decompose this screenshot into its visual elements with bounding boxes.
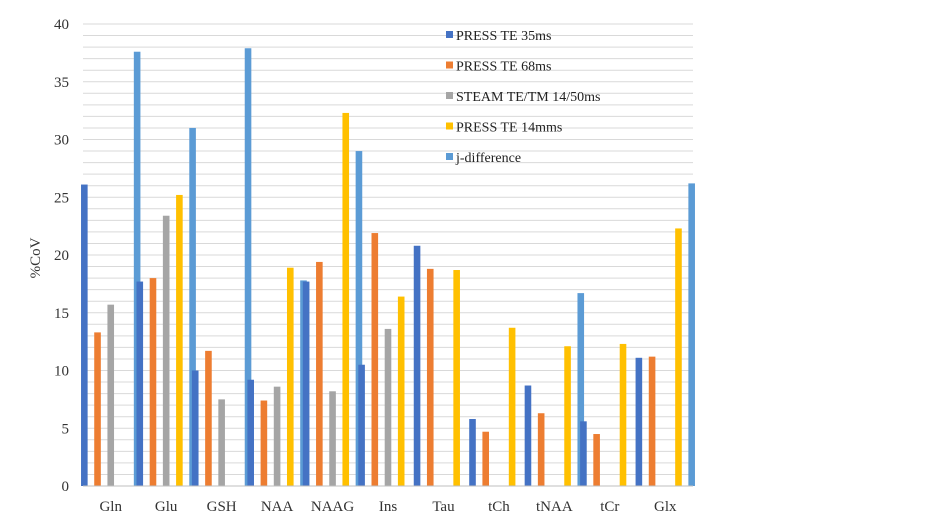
legend: PRESS TE 35ms PRESS TE 68ms STEAM TE/TM 14…: [446, 29, 600, 166]
bar-ins-series-3: [384, 328, 392, 486]
x-tick-label: Ins: [379, 499, 397, 515]
legend-swatch: [446, 92, 453, 99]
bar-glx-series-4: [675, 228, 682, 486]
legend-swatch: [446, 122, 453, 130]
bar-naa-series-1: [247, 379, 254, 486]
y-tick-label: 5: [62, 421, 70, 437]
legend-label: PRESS TE 35ms: [456, 29, 551, 44]
y-tick-label: 10: [54, 364, 69, 380]
bar-tcr-series-2: [593, 434, 600, 486]
bar-naa-series-2: [260, 400, 268, 486]
bars: [81, 48, 695, 487]
bar-tnaa-series-2: [537, 413, 545, 486]
bar-naag-series-3: [329, 391, 336, 486]
bar-ins-series-1: [358, 364, 365, 486]
bar-ins-series-4: [397, 296, 405, 486]
bar-naa-series-3: [273, 386, 281, 486]
bar-gsh-series-3: [218, 399, 225, 486]
x-tick-label: tNAA: [536, 499, 573, 515]
bar-tcr-series-1: [580, 421, 587, 486]
y-tick-label: 40: [54, 17, 69, 33]
bar-tch-series-1: [469, 419, 476, 486]
bar-tnaa-series-4: [564, 346, 571, 486]
bar-tnaa-series-5: [577, 293, 585, 486]
x-tick-label: tCh: [488, 499, 510, 515]
x-tick-label: NAA: [261, 499, 294, 515]
bar-glx-series-1: [635, 357, 643, 486]
bar-gsh-series-1: [191, 370, 199, 486]
y-tick-label: 0: [62, 479, 70, 495]
bar-glu-series-3: [162, 215, 170, 487]
bar-glu-series-4: [176, 194, 183, 486]
bar-gsh-series-5: [244, 48, 252, 486]
bar-ins-series-2: [371, 233, 379, 486]
x-tick-label: tCr: [600, 499, 619, 515]
bar-tau-series-2: [426, 268, 434, 486]
y-tick-label: 25: [54, 190, 69, 206]
bar-glu-series-5: [189, 127, 196, 486]
bar-tcr-series-4: [619, 343, 627, 486]
y-tick-label: 35: [54, 75, 69, 91]
bar-glu-series-2: [149, 278, 157, 486]
legend-label: PRESS TE 68ms: [456, 60, 551, 75]
y-tick-label: 30: [54, 133, 69, 149]
legend-label: STEAM TE/TM 14/50ms: [456, 90, 600, 105]
bar-gln-series-1: [81, 184, 88, 487]
bar-gln-series-5: [133, 51, 141, 486]
bar-glx-series-5: [688, 183, 695, 486]
bar-gsh-series-2: [205, 350, 212, 486]
legend-swatch: [446, 61, 453, 69]
x-tick-label: Glu: [155, 499, 178, 515]
bar-tau-series-4: [453, 270, 460, 486]
x-tick-label: Glx: [654, 499, 677, 515]
y-tick-label: 15: [54, 306, 69, 322]
bar-glu-series-1: [136, 281, 144, 486]
x-tick-label: Tau: [432, 499, 455, 515]
axes: 0 5 10 15 20 25 30 35 40 Gln Glu GSH NAA NAAG Ins Tau tC…: [54, 17, 693, 515]
bar-gln-series-3: [107, 304, 115, 486]
bar-naag-series-2: [316, 261, 323, 486]
y-tick-label: 20: [54, 248, 69, 264]
bar-tnaa-series-1: [524, 385, 532, 486]
bar-naag-series-5: [355, 151, 363, 487]
bar-gln-series-2: [94, 332, 101, 486]
bar-naag-series-4: [342, 112, 350, 486]
bar-glx-series-2: [648, 356, 656, 486]
bar-tch-series-2: [482, 431, 490, 486]
x-tick-label: NAAG: [311, 499, 354, 515]
bar-naa-series-4: [286, 267, 294, 486]
x-tick-label: GSH: [207, 499, 237, 515]
legend-label: j-difference: [455, 151, 521, 166]
bar-tau-series-1: [413, 245, 421, 486]
bar-tch-series-4: [508, 327, 516, 486]
legend-label: PRESS TE 14mms: [456, 121, 562, 136]
y-axis-label: %CoV: [28, 237, 44, 278]
bar-naag-series-1: [302, 281, 310, 486]
x-tick-label: Gln: [99, 499, 122, 515]
legend-swatch: [446, 153, 453, 160]
legend-swatch: [446, 31, 453, 38]
